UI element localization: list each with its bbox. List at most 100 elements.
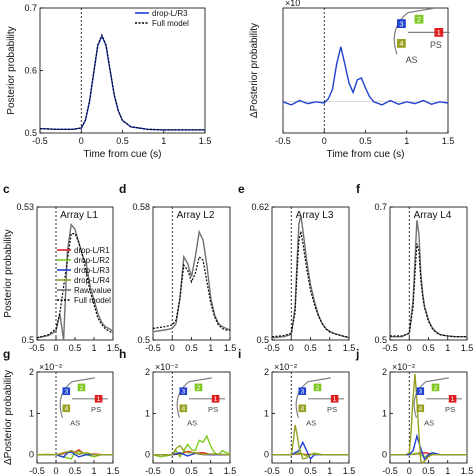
inset-label-3: 3 (418, 389, 422, 396)
panel-letter-d: d (119, 182, 126, 196)
series-line-r4 (153, 444, 231, 456)
x-tick-label: 0.5 (304, 343, 317, 353)
panel-top-left: -0.5 0 0.5 1 1.5 0.5 0.6 0.7 Time from cue (s) Po… (6, 3, 211, 160)
panel-array-L2: -0.5 0 0.5 1 1.5 0.5 0.58 Array L2 d (119, 182, 236, 353)
y-tick-label: 0.58 (132, 202, 150, 212)
y-tick-label: 2 (29, 367, 34, 377)
panel-letter-h: h (119, 347, 126, 361)
y-tick-label: 2 (145, 367, 150, 377)
inset-label-4: 4 (300, 406, 304, 413)
y-tick-label: 1 (145, 408, 150, 418)
y-tick-label: 0.5 (374, 335, 387, 345)
x-tick-label: 1.5 (343, 466, 356, 474)
inset-ps-label: PS (91, 405, 101, 414)
panel-top-right: -0.5 0 0.5 1 1.5 ×10 Time from cue (s) ΔPosteri… (249, 0, 454, 160)
inset-ps-label: PS (430, 40, 442, 50)
y-tick-label: 0 (29, 450, 34, 460)
x-tick-label: 0.5 (185, 343, 198, 353)
inset-square-3 (298, 387, 307, 395)
x-tick-label: 1.5 (107, 466, 120, 474)
y-tick-label: 0 (382, 450, 387, 460)
y-tick-label: 0.6 (24, 66, 37, 76)
exponent-label: ×10⁻² (39, 362, 62, 372)
panel-letter-i: i (238, 347, 241, 361)
x-tick-label: 0 (53, 343, 58, 353)
y-tick-label: 0.5 (24, 128, 37, 138)
x-axis-label: Time from cue (s) (84, 149, 162, 160)
series-line-raw (271, 215, 350, 339)
x-tick-label: 1.5 (224, 343, 237, 353)
y-axis-label: Posterior probability (3, 229, 14, 317)
x-tick-label: 1.5 (224, 466, 237, 474)
series-line-raw (152, 229, 231, 333)
y-tick-label: 0.5 (21, 335, 34, 345)
x-tick-label: 0 (289, 466, 294, 474)
exponent-label: ×10⁻² (392, 362, 415, 372)
x-tick-label: -0.5 (382, 343, 398, 353)
x-tick-label: -0.5 (264, 466, 280, 474)
panel-letter-c: c (3, 182, 10, 196)
inset-label-1: 1 (333, 396, 337, 403)
x-tick-label: 1 (161, 136, 166, 146)
legend-label: drop-L/R1 (74, 246, 110, 255)
y-tick-label: 2 (264, 367, 269, 377)
x-tick-label: 0 (170, 466, 175, 474)
x-tick-label: -0.5 (29, 466, 45, 474)
y-tick-label: 0.5 (256, 335, 269, 345)
inset-ps-label: PS (208, 405, 218, 414)
inset-label-1: 1 (214, 396, 218, 403)
x-tick-label: 0 (407, 466, 412, 474)
x-tick-label: 1 (404, 136, 409, 146)
inset-square-2 (194, 383, 203, 392)
y-axis-label: Posterior probability (6, 26, 17, 114)
panel-array-L4: -0.5 0 0.5 1 1.5 0.5 0.7 Array L4 f (356, 182, 473, 353)
inset-square-1 (94, 395, 103, 403)
inset-square-2 (431, 383, 440, 392)
inset-square-3 (179, 387, 188, 395)
x-tick-label: -0.5 (382, 466, 398, 474)
series-line-r4 (390, 374, 467, 465)
inset-square-4 (416, 404, 425, 413)
arcuate-sulcus-line (393, 7, 435, 55)
legend-label: drop-L/R3 (152, 9, 188, 18)
x-tick-label: -0.5 (275, 136, 291, 146)
legend-label: Full model (74, 296, 111, 305)
x-tick-label: 1.5 (442, 136, 455, 146)
series-line-r4 (37, 450, 113, 456)
y-tick-label: 1 (382, 408, 387, 418)
legend-label: drop-L/R4 (74, 276, 110, 285)
series-line-dropR3 (282, 46, 449, 106)
x-tick-label: 1 (327, 343, 332, 353)
x-tick-label: 0.5 (69, 466, 82, 474)
inset-as-label: AS (70, 418, 80, 427)
inset-as-label: AS (306, 418, 316, 427)
panel-delta-L1: -0.5 0 0.5 1 1.5 0 1 2 ×10⁻² ΔPosterior probabili… (3, 347, 119, 474)
panel-title: Array L4 (414, 210, 452, 221)
y-axis-label: ΔPosterior probability (249, 23, 260, 118)
x-tick-label: 1 (208, 343, 213, 353)
inset-square-4 (397, 39, 406, 48)
arcuate-sulcus-line (413, 377, 449, 418)
series-line-full (152, 255, 230, 331)
x-tick-label: 0.5 (359, 136, 372, 146)
y-tick-label: 0 (264, 450, 269, 460)
inset-label-4: 4 (399, 39, 404, 48)
x-tick-label: 0 (289, 343, 294, 353)
y-tick-label: 0.7 (24, 3, 37, 13)
inset-square-2 (313, 383, 322, 392)
x-tick-label: -0.5 (32, 136, 48, 146)
legend-label: Full model (152, 19, 189, 28)
inset-square-2 (414, 14, 424, 24)
x-tick-label: -0.5 (145, 466, 161, 474)
legend-label: drop-L/R3 (74, 266, 110, 275)
y-tick-label: 2 (382, 367, 387, 377)
axis-box (282, 7, 449, 134)
x-tick-label: 1 (91, 343, 96, 353)
arcuate-sulcus-line (176, 377, 212, 418)
x-tick-label: 0.5 (422, 343, 435, 353)
inset-label-3: 3 (64, 389, 68, 396)
axis-box (271, 206, 350, 341)
panel-letter-j: j (355, 347, 359, 361)
series-line-full (36, 233, 114, 339)
inset-square-3 (62, 387, 71, 395)
